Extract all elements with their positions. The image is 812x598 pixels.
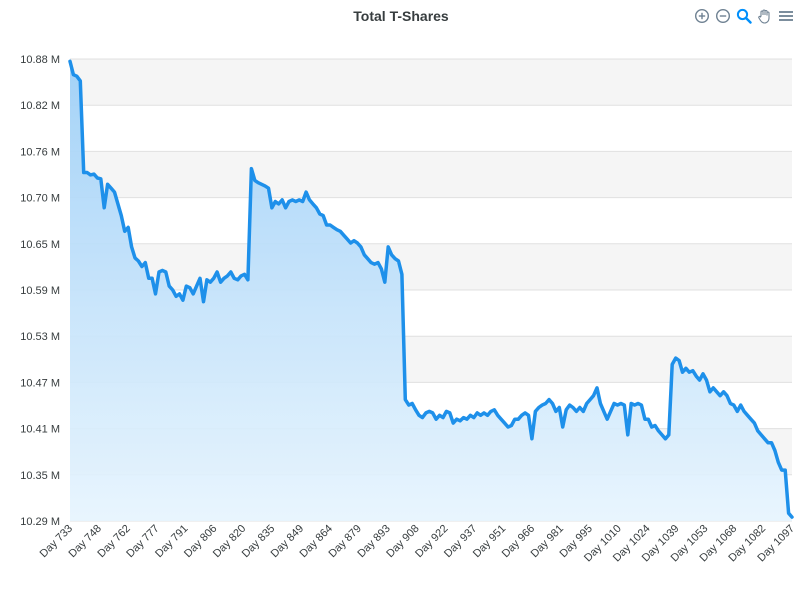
zoom-out-icon[interactable]: [715, 8, 731, 24]
hand-icon[interactable]: [757, 8, 773, 24]
y-tick-label: 10.53 M: [20, 331, 60, 343]
chart-toolbar: [694, 8, 794, 24]
y-tick-label: 10.29 M: [20, 516, 60, 528]
y-tick-label: 10.41 M: [20, 424, 60, 436]
grid-band: [70, 243, 792, 290]
y-tick-label: 10.70 M: [20, 193, 60, 205]
y-tick-label: 10.59 M: [20, 285, 60, 297]
zoom-in-icon[interactable]: [694, 8, 710, 24]
y-tick-label: 10.88 M: [20, 54, 60, 66]
series-layer: [68, 59, 794, 522]
hamburger-menu-icon[interactable]: [778, 8, 794, 24]
y-tick-label: 10.35 M: [20, 470, 60, 482]
y-tick-label: 10.65 M: [20, 239, 60, 251]
series-area: [70, 61, 792, 522]
grid-band: [70, 59, 792, 106]
y-tick-label: 10.82 M: [20, 100, 60, 112]
y-tick-label: 10.76 M: [20, 146, 60, 158]
grid-band: [70, 151, 792, 198]
y-axis: 10.88 M 10.82 M 10.76 M 10.70 M 10.65 M 10.59…: [20, 54, 60, 528]
series-line: [68, 59, 794, 519]
magnifier-icon[interactable]: [736, 8, 752, 24]
chart-title: Total T-Shares: [353, 8, 449, 24]
y-tick-label: 10.47 M: [20, 377, 60, 389]
